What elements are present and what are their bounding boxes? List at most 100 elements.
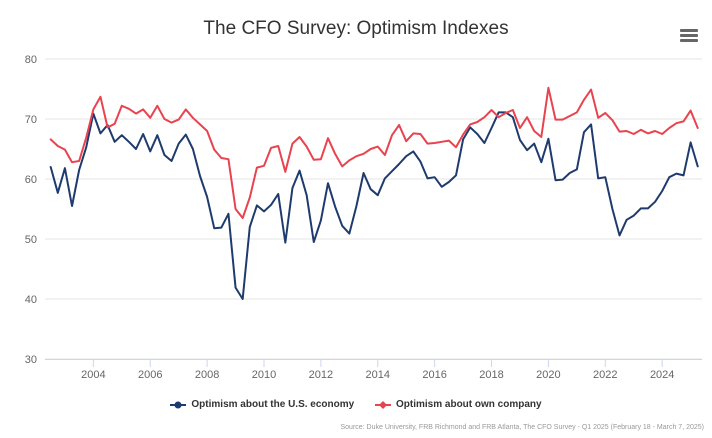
- data-point[interactable]: [479, 112, 489, 122]
- series-line-us-economy[interactable]: [49, 111, 699, 300]
- data-point[interactable]: [53, 188, 63, 198]
- data-point[interactable]: [387, 130, 397, 140]
- data-point[interactable]: [572, 164, 582, 174]
- data-point[interactable]: [330, 149, 340, 159]
- data-point[interactable]: [309, 237, 319, 247]
- data-point[interactable]: [266, 200, 276, 210]
- data-point[interactable]: [202, 126, 212, 136]
- data-point[interactable]: [152, 130, 162, 140]
- data-point[interactable]: [458, 130, 468, 140]
- data-point[interactable]: [607, 204, 617, 214]
- data-point[interactable]: [373, 190, 383, 200]
- data-point[interactable]: [337, 221, 347, 231]
- legend-item-own-company[interactable]: Optimism about own company: [375, 399, 542, 410]
- data-point[interactable]: [415, 129, 425, 139]
- data-point[interactable]: [515, 135, 525, 145]
- data-point[interactable]: [686, 137, 696, 147]
- data-point[interactable]: [223, 154, 233, 164]
- data-point[interactable]: [216, 223, 226, 233]
- data-point[interactable]: [259, 161, 269, 171]
- data-point[interactable]: [323, 178, 333, 188]
- data-point[interactable]: [380, 173, 390, 183]
- data-point[interactable]: [323, 133, 333, 143]
- data-point[interactable]: [209, 145, 219, 155]
- data-point[interactable]: [679, 170, 689, 180]
- data-point[interactable]: [515, 123, 525, 133]
- data-point[interactable]: [451, 170, 461, 180]
- data-point[interactable]: [536, 132, 546, 142]
- data-point[interactable]: [46, 162, 56, 172]
- data-point[interactable]: [387, 166, 397, 176]
- data-point[interactable]: [188, 144, 198, 154]
- data-point[interactable]: [138, 129, 148, 139]
- data-point[interactable]: [380, 150, 390, 160]
- data-point[interactable]: [295, 132, 305, 142]
- data-point[interactable]: [693, 123, 703, 133]
- data-point[interactable]: [607, 115, 617, 125]
- data-point[interactable]: [174, 115, 184, 125]
- data-point[interactable]: [451, 142, 461, 152]
- data-point[interactable]: [600, 172, 610, 182]
- data-point[interactable]: [487, 105, 497, 115]
- data-point[interactable]: [181, 104, 191, 114]
- data-point[interactable]: [195, 171, 205, 181]
- data-point[interactable]: [394, 120, 404, 130]
- data-point[interactable]: [586, 85, 596, 95]
- data-point[interactable]: [238, 294, 248, 304]
- data-point[interactable]: [245, 193, 255, 203]
- data-point[interactable]: [131, 144, 141, 154]
- data-point[interactable]: [472, 129, 482, 139]
- data-point[interactable]: [430, 172, 440, 182]
- data-point[interactable]: [373, 142, 383, 152]
- data-point[interactable]: [245, 222, 255, 232]
- data-point[interactable]: [231, 204, 241, 214]
- data-point[interactable]: [650, 197, 660, 207]
- data-point[interactable]: [679, 116, 689, 126]
- data-point[interactable]: [287, 183, 297, 193]
- data-point[interactable]: [60, 145, 70, 155]
- data-point[interactable]: [579, 95, 589, 105]
- data-point[interactable]: [572, 107, 582, 117]
- data-point[interactable]: [686, 106, 696, 116]
- data-point[interactable]: [273, 141, 283, 151]
- data-point[interactable]: [95, 92, 105, 102]
- data-point[interactable]: [138, 104, 148, 114]
- data-point[interactable]: [579, 127, 589, 137]
- data-point[interactable]: [359, 168, 369, 178]
- data-point[interactable]: [302, 142, 312, 152]
- data-point[interactable]: [487, 123, 497, 133]
- data-point[interactable]: [401, 136, 411, 146]
- data-point[interactable]: [693, 161, 703, 171]
- data-point[interactable]: [543, 83, 553, 93]
- data-point[interactable]: [629, 211, 639, 221]
- data-point[interactable]: [145, 113, 155, 123]
- data-point[interactable]: [479, 138, 489, 148]
- data-point[interactable]: [152, 101, 162, 111]
- data-point[interactable]: [110, 119, 120, 129]
- data-point[interactable]: [280, 167, 290, 177]
- data-point[interactable]: [174, 139, 184, 149]
- data-point[interactable]: [88, 104, 98, 114]
- data-point[interactable]: [351, 201, 361, 211]
- data-point[interactable]: [231, 283, 241, 293]
- data-point[interactable]: [302, 190, 312, 200]
- data-point[interactable]: [316, 154, 326, 164]
- data-point[interactable]: [295, 166, 305, 176]
- data-point[interactable]: [330, 202, 340, 212]
- data-point[interactable]: [273, 189, 283, 199]
- data-point[interactable]: [394, 159, 404, 169]
- data-point[interactable]: [67, 201, 77, 211]
- data-point[interactable]: [124, 137, 134, 147]
- data-point[interactable]: [522, 112, 532, 122]
- data-point[interactable]: [344, 229, 354, 239]
- data-point[interactable]: [657, 186, 667, 196]
- data-point[interactable]: [280, 238, 290, 248]
- data-point[interactable]: [81, 133, 91, 143]
- series-line-own-company[interactable]: [49, 86, 699, 219]
- data-point[interactable]: [415, 157, 425, 167]
- data-point[interactable]: [408, 146, 418, 156]
- data-point[interactable]: [536, 157, 546, 167]
- legend-item-us-economy[interactable]: Optimism about the U.S. economy: [170, 399, 354, 410]
- data-point[interactable]: [316, 215, 326, 225]
- data-point[interactable]: [508, 105, 518, 115]
